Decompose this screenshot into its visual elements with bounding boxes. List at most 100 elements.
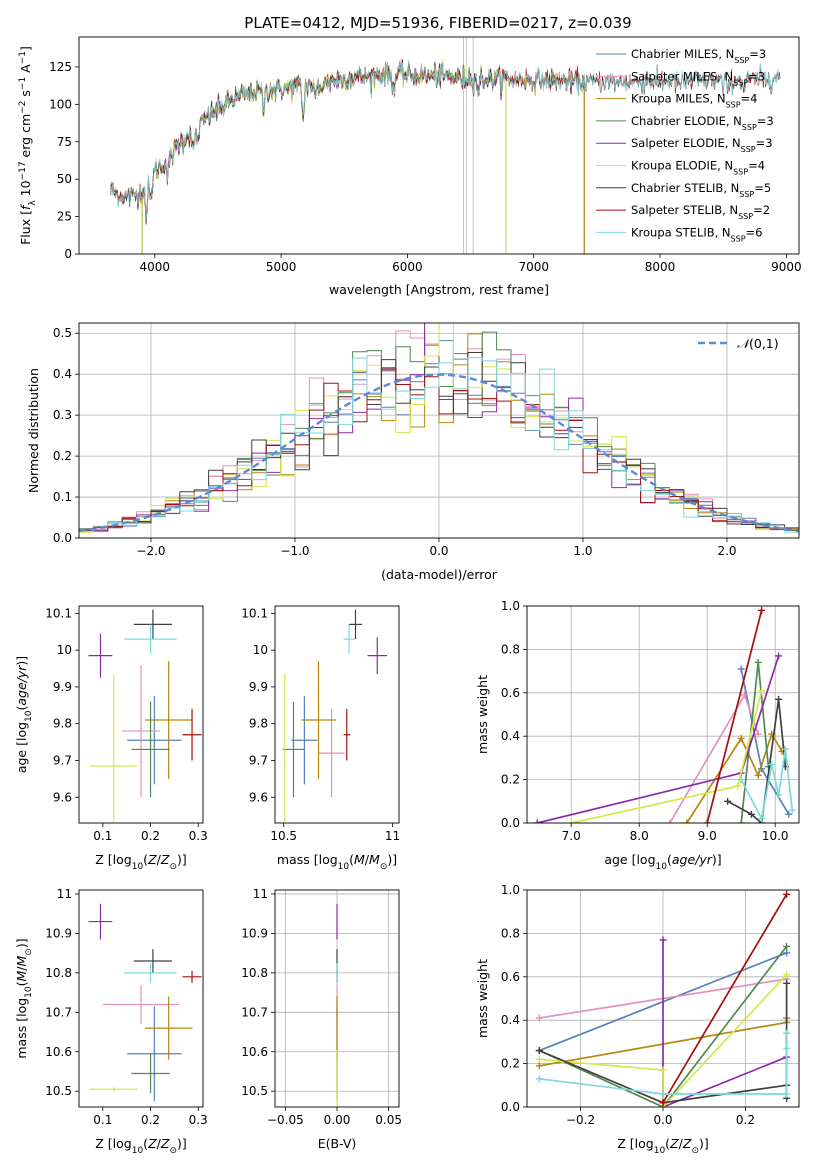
age_vs_Z-ylabel: age [log10(age/yr)] bbox=[14, 656, 34, 773]
weight-marker-kroupa_elodie bbox=[535, 1055, 543, 1063]
mass_vs_ebv-chart: −0.05 0.00 0.05 10.5 10.6 10.7 10.8 10.9 11 E(B-V… bbox=[241, 887, 402, 1151]
x-tick-label: 9000 bbox=[771, 260, 802, 274]
weight-marker-salpeter_stelib bbox=[758, 606, 766, 614]
mass_vs_Z-points bbox=[88, 903, 202, 1102]
y-tick-label: 10.5 bbox=[45, 1084, 72, 1098]
y-tick-label: 1.0 bbox=[501, 883, 520, 897]
weight-marker-salpeter_elodie bbox=[533, 819, 541, 823]
y-tick-label: 9.9 bbox=[249, 680, 268, 694]
y-tick-label: 25 bbox=[57, 210, 72, 224]
y-tick-label: 9.7 bbox=[53, 753, 72, 767]
errorbar-salpeter_elodie bbox=[88, 633, 113, 678]
errorbar-chabrier_stelib bbox=[348, 609, 363, 640]
errorbar-chabrier_stelib bbox=[133, 609, 172, 640]
errorbar-chabrier_elodie bbox=[282, 701, 305, 798]
x-tick-label: −2.0 bbox=[136, 544, 165, 558]
y-tick-label: 0.0 bbox=[53, 531, 72, 545]
weight-marker-chabrier_stelib bbox=[747, 810, 755, 818]
residuals-chart: −2.0 −1.0 0.0 1.0 2.0 0.0 0.1 0.2 0.3 0.4 0.5 (data… bbox=[26, 322, 800, 582]
x-tick-label: 4000 bbox=[140, 260, 171, 274]
legend-label-chabrier_miles: Chabrier MILES, NSSP=3 bbox=[631, 47, 766, 65]
spectrum-chart: 4000 5000 6000 7000 8000 9000 0 25 50 75 100 125 wav… bbox=[18, 36, 802, 297]
weight-marker-kroupa_stelib bbox=[783, 1029, 791, 1037]
y-tick-label: 0.2 bbox=[501, 1057, 520, 1071]
axes-frame bbox=[78, 36, 800, 255]
errorbar-kroupa_stelib bbox=[124, 624, 177, 654]
y-tick-label: 0.3 bbox=[53, 408, 72, 422]
axes-frame bbox=[526, 889, 800, 1108]
y-tick-label: 75 bbox=[57, 135, 72, 149]
weight-marker-salpeter_miles bbox=[754, 730, 762, 738]
legend-label-chabrier_elodie: Chabrier ELODIE, NSSP=3 bbox=[631, 114, 774, 131]
errorbar-chabrier_stelib bbox=[133, 949, 172, 973]
weight_vs_Z-xlabel: Z [log10(Z/Z⊙)] bbox=[617, 1136, 709, 1156]
y-tick-label: 0.8 bbox=[501, 642, 520, 656]
weight-line-salpeter_stelib bbox=[706, 610, 763, 823]
figure-title: PLATE=0412, MJD=51936, FIBERID=0217, z=0… bbox=[244, 14, 631, 32]
age_vs_mass-chart: 10.5 11 9.6 9.7 9.8 9.9 10 10.1 mass [log10(M/M⊙… bbox=[241, 605, 400, 872]
weight-marker-chabrier_miles bbox=[737, 665, 745, 673]
x-tick-label: 7000 bbox=[518, 260, 549, 274]
legend-label-salpeter_elodie: Salpeter ELODIE, NSSP=3 bbox=[631, 136, 773, 154]
y-tick-label: 0.2 bbox=[501, 773, 520, 787]
weight-line-kroupa_elodie bbox=[571, 690, 763, 823]
age_vs_mass-points bbox=[282, 609, 388, 823]
weight-marker-kroupa_miles bbox=[754, 771, 762, 779]
weight_vs_age-lines bbox=[533, 606, 796, 823]
y-tick-label: 0.4 bbox=[53, 367, 72, 381]
errorbar-salpeter_miles bbox=[102, 984, 180, 1025]
axes-frame bbox=[78, 322, 800, 539]
y-tick-label: 11 bbox=[57, 887, 72, 901]
y-tick-label: 9.6 bbox=[249, 790, 268, 804]
weight-marker-kroupa_stelib bbox=[737, 776, 745, 784]
weight-marker-salpeter_stelib bbox=[703, 819, 711, 823]
x-tick-label: −0.2 bbox=[566, 1113, 595, 1127]
errorbar-kroupa_stelib bbox=[124, 962, 177, 983]
weight-marker-salpeter_elodie bbox=[775, 652, 783, 660]
residuals-ylabel: Normed distribution bbox=[26, 368, 41, 493]
weight-marker-kroupa_stelib bbox=[659, 1090, 667, 1098]
weight-marker-salpeter_miles bbox=[741, 691, 749, 699]
errorbar-salpeter_miles bbox=[121, 664, 161, 798]
weight-marker-chabrier_elodie bbox=[783, 942, 791, 950]
x-tick-label: 0.3 bbox=[189, 829, 208, 843]
legend-label-salpeter_stelib: Salpeter STELIB, NSSP=2 bbox=[631, 203, 770, 221]
y-tick-label: 10.9 bbox=[45, 926, 72, 940]
legend-label-kroupa_miles: Kroupa MILES, NSSP=4 bbox=[631, 92, 757, 110]
x-tick-label: 0.00 bbox=[324, 1113, 351, 1127]
mass_vs_ebv-xlabel: E(B-V) bbox=[318, 1136, 357, 1151]
y-tick-label: 9.9 bbox=[53, 680, 72, 694]
weight_vs_age-ylabel: mass weight bbox=[475, 675, 490, 754]
y-tick-label: 10.8 bbox=[241, 966, 268, 980]
weight-line-kroupa_elodie bbox=[539, 974, 788, 1107]
y-tick-label: 0.8 bbox=[501, 926, 520, 940]
x-tick-label: 10.0 bbox=[762, 829, 789, 843]
weight-marker-kroupa_stelib bbox=[775, 791, 783, 799]
x-tick-label: 7.0 bbox=[562, 829, 581, 843]
errorbar-kroupa_miles bbox=[144, 661, 193, 779]
y-tick-label: 10 bbox=[57, 643, 72, 657]
age_vs_Z-chart: 0.1 0.2 0.3 9.6 9.7 9.8 9.9 10 10.1 Z [log10(Z/Z⊙… bbox=[14, 605, 208, 872]
weight-marker-salpeter_miles bbox=[666, 819, 674, 823]
spectrum-lines bbox=[110, 37, 781, 254]
spectrum-ylabel: Flux [fλ 10−17 erg cm−2 s−1 A−1] bbox=[18, 46, 38, 245]
errorbar-chabrier_miles bbox=[127, 1006, 182, 1102]
y-tick-label: 9.8 bbox=[53, 717, 72, 731]
x-tick-label: 0.1 bbox=[93, 1113, 112, 1127]
weight-line-chabrier_stelib bbox=[727, 699, 787, 823]
errorbar-salpeter_miles bbox=[318, 708, 345, 798]
x-tick-label: 0.2 bbox=[736, 1113, 755, 1127]
weight-marker-chabrier_elodie bbox=[754, 658, 762, 666]
age_vs_mass-xlabel: mass [log10(M/M⊙)] bbox=[277, 852, 397, 872]
y-tick-label: 0.6 bbox=[501, 970, 520, 984]
errorbar-chabrier_elodie bbox=[131, 701, 170, 798]
weight-marker-chabrier_miles bbox=[783, 949, 791, 957]
x-tick-label: 0.2 bbox=[141, 829, 160, 843]
weight-marker-kroupa_miles bbox=[737, 734, 745, 742]
weight-marker-chabrier_elodie bbox=[737, 819, 745, 823]
weight-marker-kroupa_stelib bbox=[758, 815, 766, 823]
y-tick-label: 9.6 bbox=[53, 790, 72, 804]
y-tick-label: 10.5 bbox=[241, 1084, 268, 1098]
y-tick-label: 0.6 bbox=[501, 686, 520, 700]
x-tick-label: 11 bbox=[385, 829, 400, 843]
